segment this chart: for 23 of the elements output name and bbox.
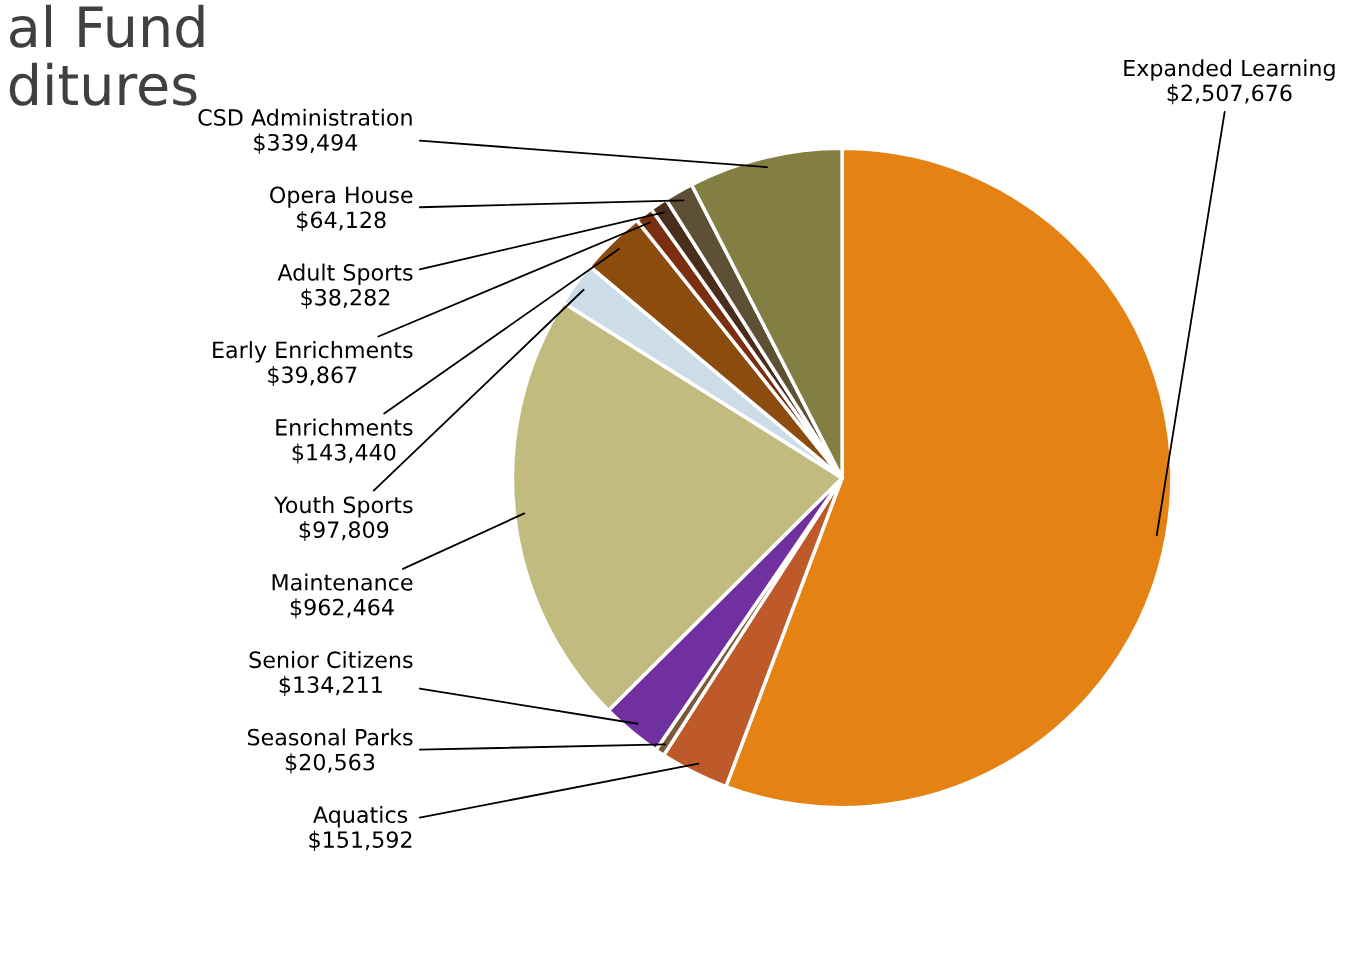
slice-label: Maintenance — [272, 573, 413, 591]
slice-label: Enrichments — [276, 418, 413, 436]
data-label: $2,507,676 — [1167, 84, 1292, 105]
slice-label: CSD Administration — [198, 108, 412, 126]
slice-label: Youth Sports — [274, 496, 413, 518]
data-label: $38,282 — [301, 288, 390, 309]
slice-label: Aquatics — [313, 805, 408, 828]
slice-label: Adult Sports — [277, 263, 413, 286]
slice-label: Seasonal Parks — [247, 728, 413, 746]
chart-title: al Fund ditures — [9, 4, 204, 106]
data-label: $143,440 — [292, 443, 396, 464]
data-label: $134,211 — [279, 675, 382, 696]
data-label: $962,464 — [290, 598, 394, 619]
slice-label: Early Enrichments — [213, 341, 413, 363]
data-label: $97,809 — [299, 520, 389, 542]
data-label: $64,128 — [297, 211, 386, 232]
slice-label: Expanded Learning — [1124, 59, 1335, 81]
data-label: $339,494 — [254, 133, 358, 154]
data-label: $151,592 — [309, 830, 412, 851]
data-label: $39,867 — [268, 365, 357, 387]
data-label: $20,563 — [285, 753, 375, 774]
slice-label: Senior Citizens — [249, 650, 413, 669]
slice-label: Opera House — [270, 186, 413, 208]
